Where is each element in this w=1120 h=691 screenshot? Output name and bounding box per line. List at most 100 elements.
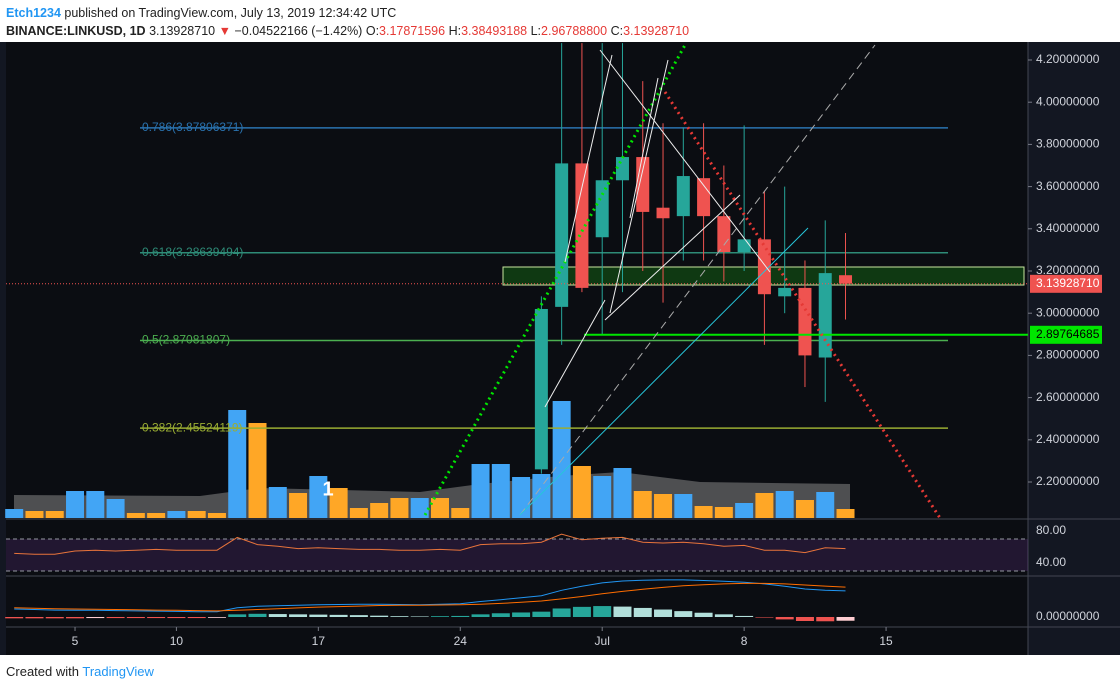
macd-histogram [25,617,44,619]
y-tick-label: 3.20000000 [1036,263,1100,277]
signal-line [14,582,846,612]
created-text: Created with [6,664,79,679]
x-tick-label: 15 [879,634,893,648]
ohlc-label: L: [530,24,542,38]
macd-histogram [45,617,64,619]
volume-bar [106,499,125,518]
ohlc-value: 2.96788800 [541,24,608,38]
volume-bar [816,492,835,518]
macd-histogram [86,617,105,619]
candle-body [737,239,751,253]
volume-bar [126,513,145,518]
macd-line [14,579,846,613]
volume-bar [309,476,328,518]
y-tick-label: 3.60000000 [1036,179,1100,193]
macd-histogram [268,614,287,617]
candle-body [839,275,853,284]
trend-line [564,54,613,263]
volume-bar [248,423,267,518]
volume-bar [228,410,247,518]
x-tick-label: 17 [312,634,326,648]
price-box-label: 3.13928710 [1036,276,1100,290]
volume-bar [390,498,409,518]
volume-bar [5,509,24,518]
rsi-tick-label: 80.00 [1036,523,1066,537]
candle-body [676,176,690,217]
rsi-band [6,539,1028,571]
ohlc-label: O: [365,24,380,38]
macd-histogram [613,606,632,617]
trend-line [599,49,771,273]
footer: Created with TradingView [6,664,154,679]
drawings [423,44,942,519]
macd-histogram [430,616,449,617]
volume-bar [25,511,44,518]
macd-histogram [390,616,409,617]
brand[interactable]: TradingView [82,664,154,679]
macd-histogram [755,617,774,618]
ohlc-value: 3.38493188 [461,24,528,38]
volume-bar [714,507,733,518]
price-box [1030,274,1102,293]
y-tick-label: 2.40000000 [1036,432,1100,446]
macd-histogram [552,608,571,617]
macd-histogram [106,617,125,619]
macd-histogram [714,614,733,617]
y-tick-label: 3.00000000 [1036,305,1100,319]
volume-bar [613,468,632,518]
macd-histogram [593,606,612,617]
volume-bar [86,491,105,518]
volume-bar [491,464,510,518]
ohlc-value: 3.13928710 [623,24,690,38]
volume-bar [674,494,693,518]
macd-histogram [5,617,24,619]
y-tick-label: 4.00000000 [1036,94,1100,108]
volume-bar [593,476,612,518]
macd-histogram [674,611,693,617]
volume-bar [633,491,652,518]
volume-bar [66,491,85,518]
macd-histogram [735,615,754,617]
volume-bar [430,498,449,518]
header: Etch1234 published on TradingView.com, J… [6,4,689,40]
volume-bar [775,491,794,518]
macd-histogram [775,617,794,620]
volume-bar [410,498,429,518]
candle-body [656,207,670,219]
x-tick-label: 5 [72,634,79,648]
candle-body [757,239,771,295]
volume-bar [795,500,814,518]
published-text: published on TradingView.com, July 13, 2… [64,6,397,20]
x-tick-label: 8 [741,634,748,648]
ohlc-value: 3.17871596 [379,24,446,38]
macd-histogram [207,617,226,618]
volume-bar [735,503,754,518]
macd-histogram [836,617,855,621]
candle-body [798,287,812,356]
trend-line [544,299,606,408]
ohlc: O:3.17871596 H:3.38493188 L:2.96788800 C… [366,24,689,38]
y-tick-label: 2.20000000 [1036,474,1100,488]
volume-bar [451,508,470,518]
macd-histogram [66,617,85,619]
volume-bar [268,487,287,518]
macd-histogram [248,613,267,617]
macd-histogram [370,615,389,617]
volume-bar [370,503,389,518]
volume-bar [187,511,206,518]
price-layer: 0.786(3.87806371) 0.618(3.28639494) 0.5(2.… [6,43,1028,474]
volume-bar [147,513,166,518]
macd-histogram [633,607,652,617]
ohlc-label: H: [448,24,462,38]
macd-histogram [228,614,247,617]
arrow: ▼ [218,24,231,38]
macd-histogram [126,617,145,619]
trend-line [609,59,669,314]
price-box-label: 2.89764685 [1036,327,1100,341]
volume-bar [471,464,490,518]
candle-body [555,163,569,307]
trend-line [629,77,659,219]
publisher[interactable]: Etch1234 [6,6,61,20]
macd-histogram [572,606,591,617]
